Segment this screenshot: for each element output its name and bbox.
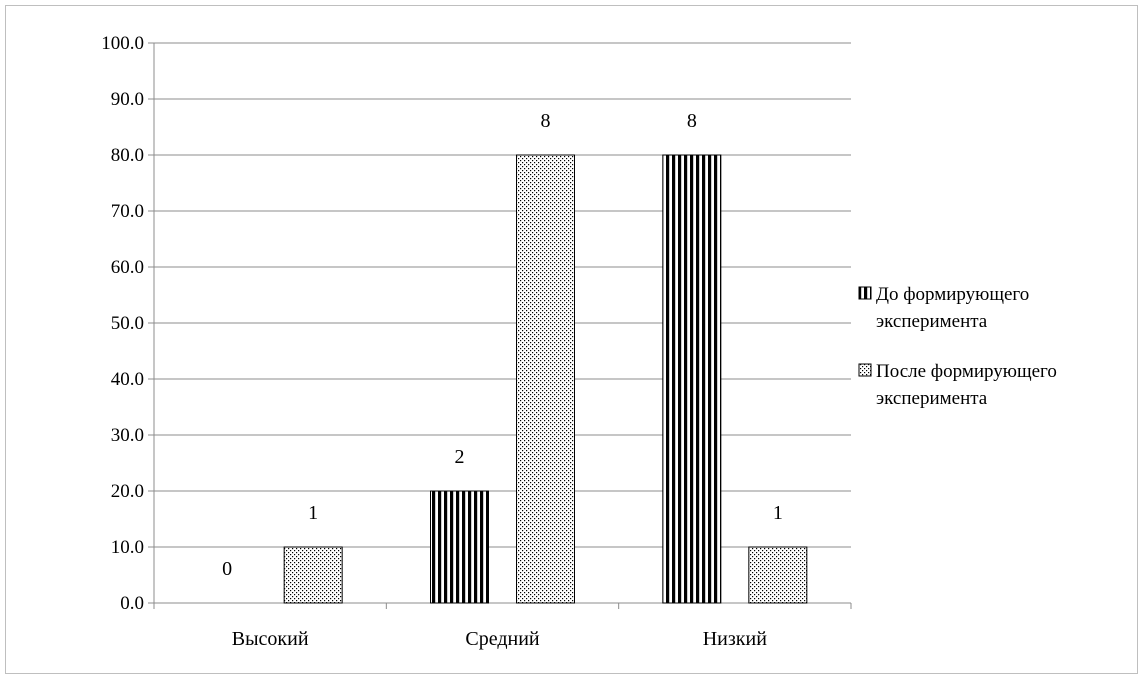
- bar: [516, 154, 575, 604]
- data-label-background: [516, 104, 575, 136]
- y-tick-label: 90.0: [111, 89, 144, 110]
- legend-label: После формирующего: [876, 361, 1057, 382]
- data-labels: 0 2 8 1 8 1: [198, 104, 807, 584]
- y-tick-label: 30.0: [111, 425, 144, 446]
- data-label-background: [662, 104, 721, 136]
- y-tick-label: 80.0: [111, 145, 144, 166]
- y-tick-label: 50.0: [111, 313, 144, 334]
- y-tick-label: 60.0: [111, 257, 144, 278]
- bar: [748, 546, 808, 604]
- bar: [430, 490, 489, 604]
- y-tick-label: 0.0: [120, 593, 144, 614]
- legend-label: эксперимента: [876, 311, 988, 332]
- y-tick-label: 100.0: [101, 33, 144, 54]
- y-tick-label: 10.0: [111, 537, 144, 558]
- data-label-background: [198, 552, 257, 584]
- data-label: 0: [222, 558, 232, 580]
- y-tick-label: 20.0: [111, 481, 144, 502]
- legend-label: эксперимента: [876, 388, 988, 409]
- data-label-background: [430, 440, 489, 472]
- y-tick-label: 40.0: [111, 369, 144, 390]
- data-label-background: [748, 496, 807, 528]
- bars: [283, 154, 808, 604]
- y-tick-label: 70.0: [111, 201, 144, 222]
- gridlines: [154, 42, 851, 548]
- axes: 0.0 10.0 20.0 30.0 40.0 50.0 60.0 70.0 80.0 90.0 1…: [101, 33, 852, 650]
- legend-label: До формирующего: [876, 284, 1029, 305]
- legend-swatch: [858, 363, 872, 377]
- bar: [662, 154, 722, 604]
- data-label: 8: [687, 110, 697, 132]
- legend: До формирующего эксперимента После формиру…: [858, 284, 1057, 409]
- data-label: 2: [455, 446, 465, 468]
- bar: [283, 546, 343, 604]
- x-category-label: Средний: [465, 628, 540, 650]
- x-category-label: Низкий: [703, 628, 767, 650]
- data-label: 1: [773, 502, 783, 524]
- data-label: 8: [541, 110, 551, 132]
- x-category-label: Высокий: [232, 628, 309, 650]
- legend-swatch: [858, 286, 872, 300]
- data-label: 1: [308, 502, 318, 524]
- data-label-background: [284, 496, 343, 528]
